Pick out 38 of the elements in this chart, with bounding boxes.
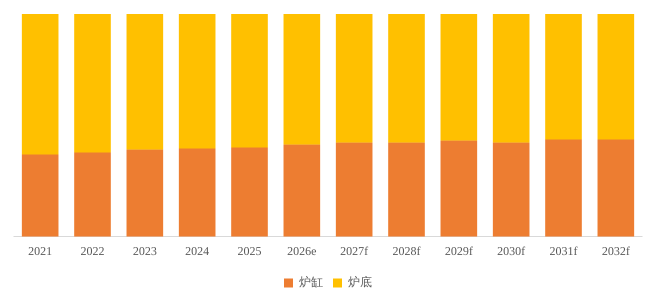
bar [545, 140, 582, 237]
x-tick-label: 2030f [497, 244, 526, 258]
bar [231, 148, 268, 237]
bar [598, 14, 634, 140]
bar [336, 142, 372, 237]
bar [492, 14, 530, 143]
x-tick-label: 2021 [28, 244, 52, 258]
x-tick-label: 2025 [238, 244, 262, 258]
x-tick-label: 2032f [602, 244, 630, 258]
bar [22, 154, 58, 237]
bar [284, 144, 320, 237]
bar [545, 14, 582, 140]
x-tick-label: 2031f [550, 244, 578, 258]
bar [22, 14, 58, 154]
bar [74, 152, 111, 237]
bar [284, 14, 320, 145]
bar [440, 14, 478, 141]
bar [178, 14, 216, 148]
legend-label: 炉缸 [299, 275, 323, 290]
bar [126, 150, 164, 237]
bar [388, 142, 425, 237]
x-tick-label: 2029f [444, 244, 473, 258]
x-tick-label: 2028f [392, 244, 420, 258]
bar [74, 14, 111, 152]
bar [126, 14, 164, 150]
bar [388, 14, 425, 143]
bar [440, 140, 478, 237]
x-tick-label: 2024 [185, 244, 210, 258]
bar [178, 148, 216, 237]
bar [492, 142, 530, 237]
bar [231, 14, 268, 148]
bar [336, 14, 372, 143]
x-tick-label: 2027f [340, 244, 368, 258]
legend-label: 炉底 [348, 275, 372, 290]
x-tick-label: 2022 [80, 244, 104, 258]
x-tick-label: 2023 [132, 244, 157, 258]
x-tick-label: 2026e [287, 244, 316, 258]
bar [598, 140, 634, 237]
